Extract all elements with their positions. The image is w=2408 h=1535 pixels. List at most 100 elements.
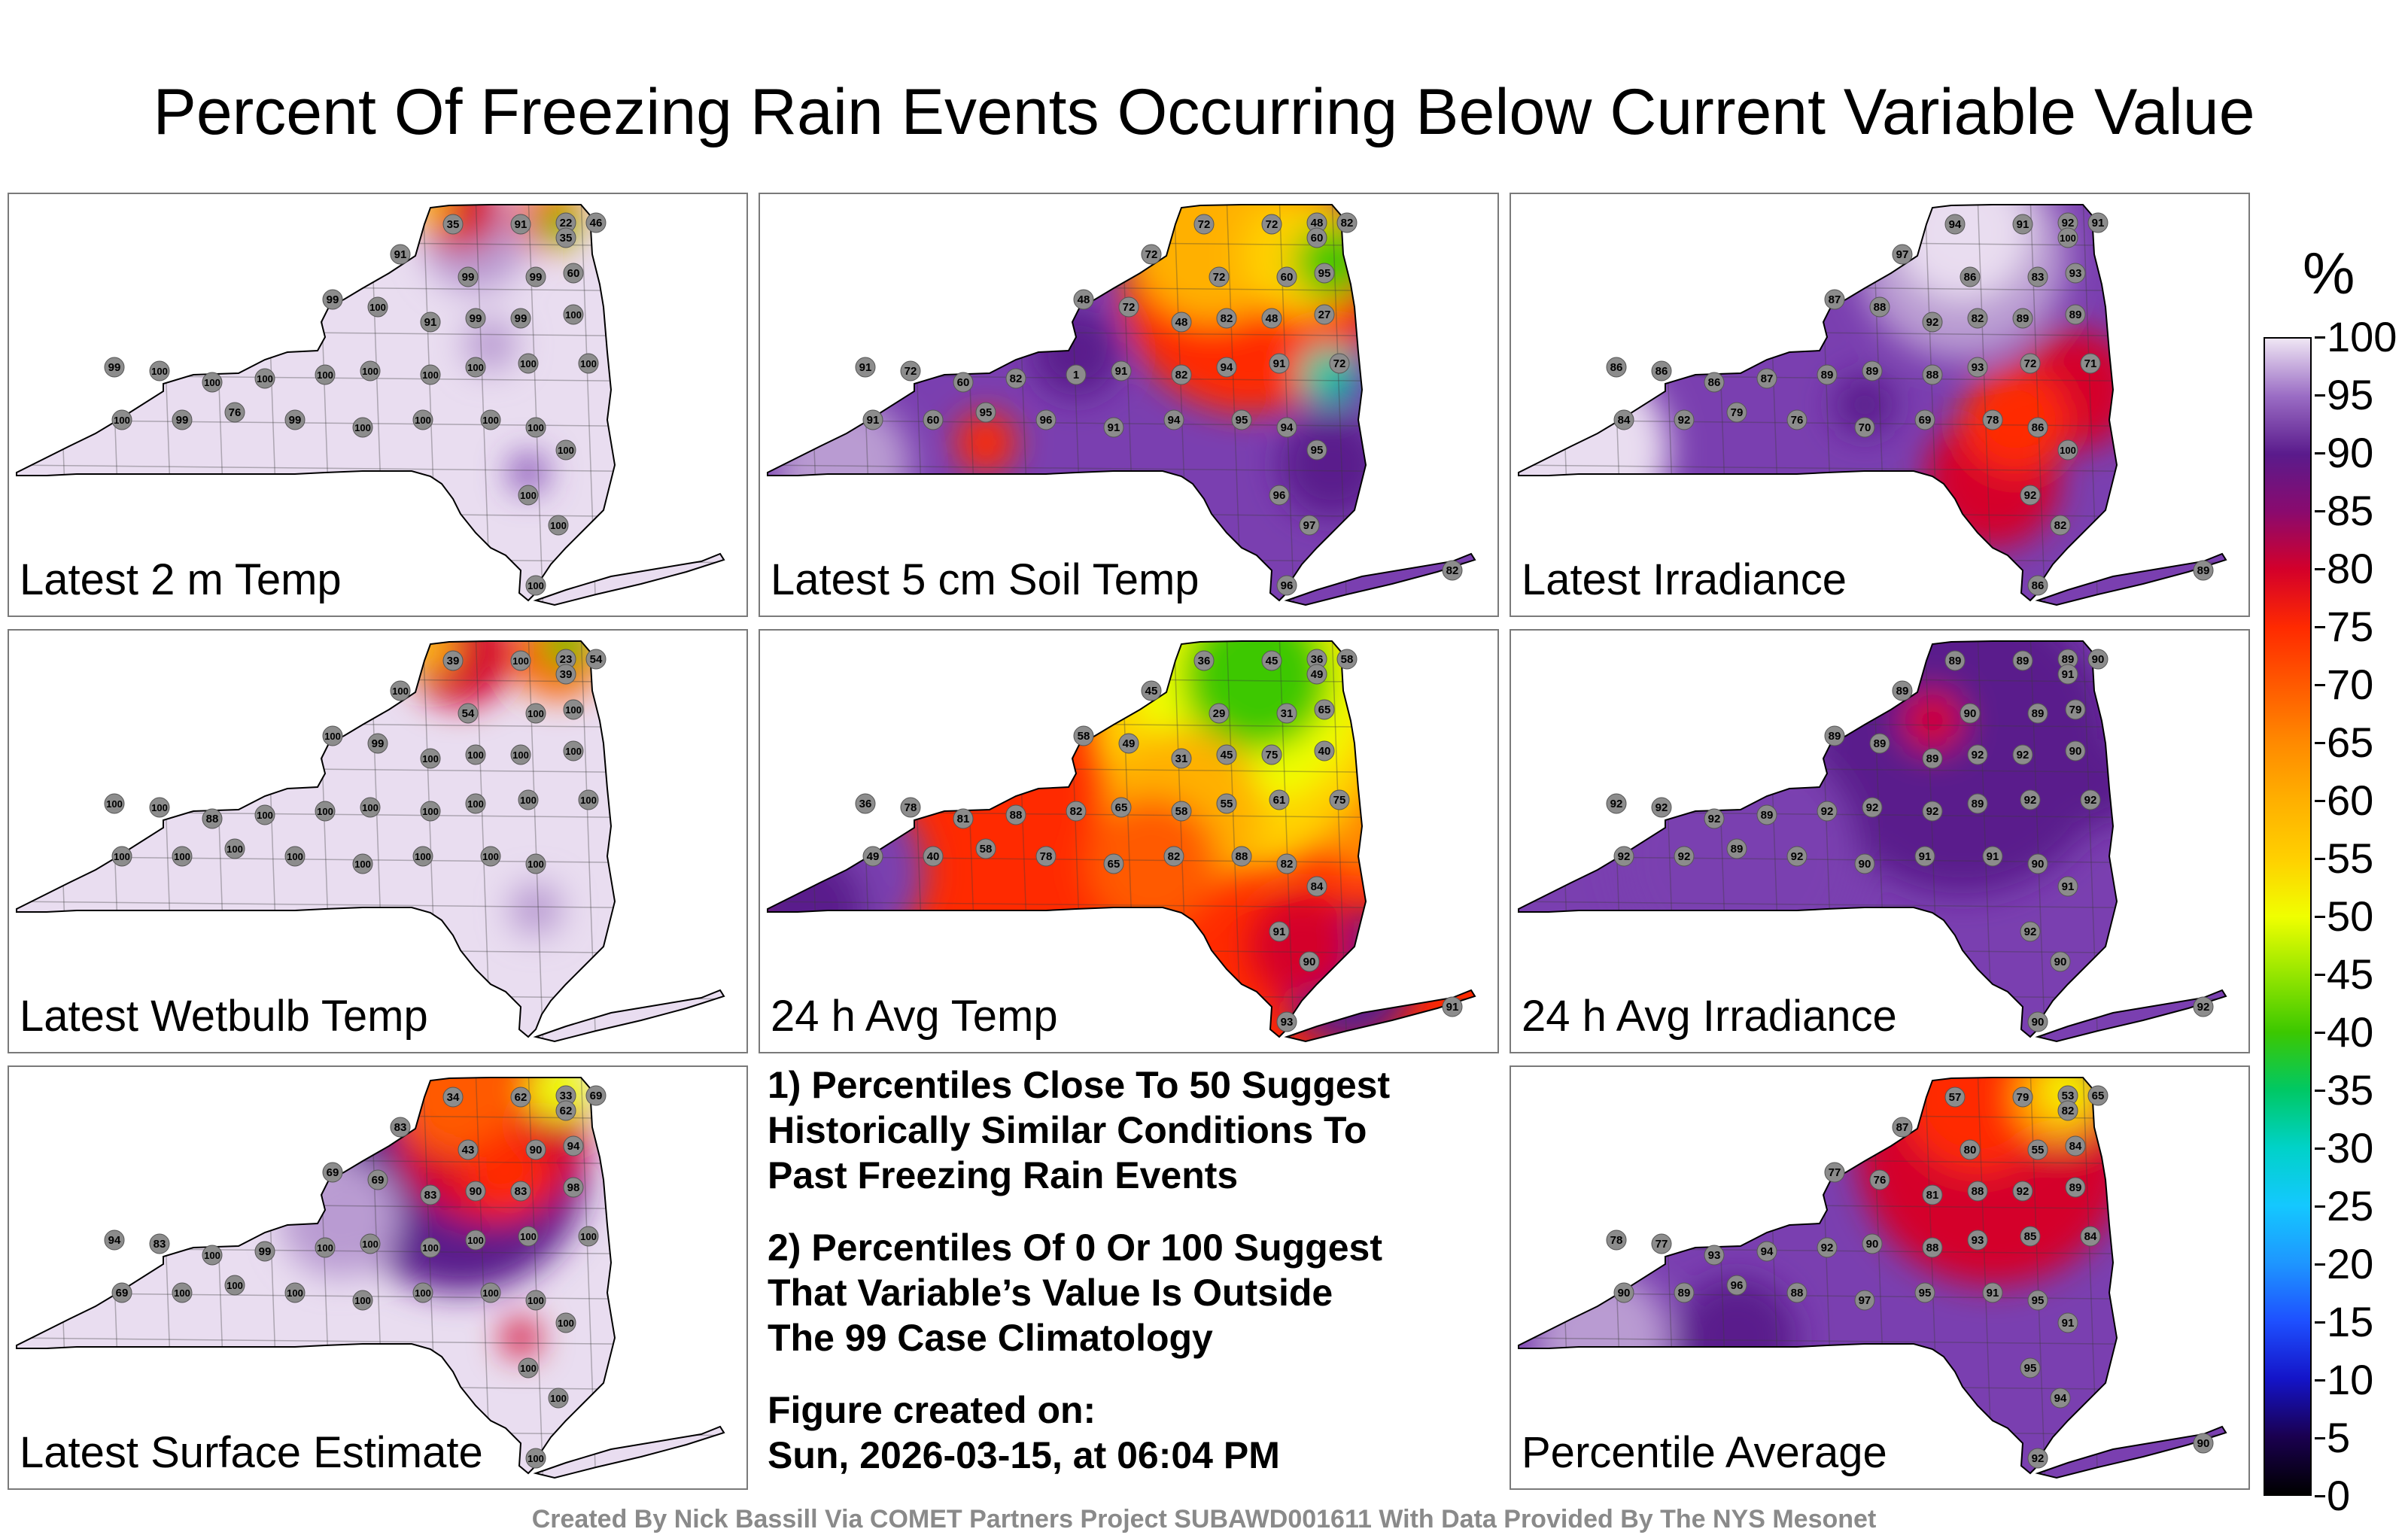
station-value: 75 <box>1333 794 1346 807</box>
station-value: 77 <box>1829 1166 1841 1179</box>
panel-label: Latest 2 m Temp <box>20 555 342 604</box>
station-value: 53 <box>2062 1090 2075 1102</box>
colorbar-tick-label: 65 <box>2327 719 2374 766</box>
station-marker <box>1967 1230 1988 1251</box>
panel-latest-irradiance: 94 91 92 91 100 97 86 83 93 87 88 92 82 89 89 86 86 86 87 8… <box>1510 193 2250 617</box>
station-value: 100 <box>362 802 379 813</box>
station-marker <box>1960 266 1981 287</box>
station-value: 86 <box>1708 376 1721 389</box>
station-value: 95 <box>1236 414 1248 427</box>
station-marker <box>1314 263 1335 284</box>
panel-map: 36 45 36 58 49 45 29 31 65 58 49 31 45 75 40 36 78 81 88 82… <box>767 640 1476 1043</box>
station-marker <box>510 650 531 671</box>
station-marker <box>1726 1275 1747 1296</box>
station-value: 49 <box>867 850 880 863</box>
station-marker <box>1066 801 1087 822</box>
station-value: 100 <box>114 851 130 862</box>
station-marker <box>510 1087 531 1108</box>
station-value: 100 <box>106 798 123 810</box>
station-marker <box>1276 575 1297 596</box>
station-marker <box>1118 296 1139 318</box>
station-value: 36 <box>1198 655 1211 667</box>
station-marker <box>420 312 441 333</box>
station-marker <box>2087 649 2109 670</box>
station-marker <box>1276 417 1297 438</box>
station-marker <box>1674 409 1695 430</box>
station-marker <box>525 575 546 596</box>
station-marker <box>510 308 531 329</box>
station-value: 58 <box>980 843 993 856</box>
colorbar-tick <box>2315 626 2325 628</box>
station-value: 100 <box>362 1239 379 1250</box>
station-marker <box>465 1230 486 1251</box>
station-value: 97 <box>1896 248 1909 261</box>
station-marker <box>1261 650 1282 671</box>
station-value: 94 <box>1949 218 1962 231</box>
station-marker <box>1141 244 1162 265</box>
colorbar-tick <box>2315 452 2325 454</box>
station-marker <box>2087 212 2109 233</box>
station-marker <box>1726 402 1747 423</box>
station-value: 40 <box>927 850 940 863</box>
station-marker <box>1336 212 1358 233</box>
station-marker <box>953 808 974 829</box>
station-value: 99 <box>515 312 528 325</box>
station-value: 100 <box>528 1453 544 1464</box>
station-value: 94 <box>567 1140 580 1153</box>
station-markers: 72 72 48 82 60 72 72 60 95 48 72 48 82 48 27 91 72 60 82 1 9… <box>855 212 1463 596</box>
state-outline <box>1518 204 2118 602</box>
station-value: 100 <box>151 802 168 813</box>
colorbar-tick <box>2315 684 2325 686</box>
station-value: 93 <box>2069 267 2082 280</box>
station-marker <box>1216 793 1237 814</box>
percentile-field <box>768 205 1475 605</box>
station-value: 48 <box>1078 293 1090 306</box>
station-value: 100 <box>528 708 544 719</box>
station-marker <box>578 1226 599 1247</box>
station-value: 91 <box>867 414 880 427</box>
station-marker <box>1922 1237 1943 1258</box>
station-value: 91 <box>1446 1001 1459 1014</box>
station-marker <box>518 1226 539 1247</box>
station-marker <box>104 793 125 814</box>
panel-label: Latest Surface Estimate <box>20 1428 483 1477</box>
station-marker <box>1944 650 1966 671</box>
colorbar-tick-label: 35 <box>2327 1066 2374 1114</box>
colorbar-tick-label: 45 <box>2327 950 2374 998</box>
field-blob <box>1249 894 1354 999</box>
station-value: 100 <box>520 358 537 369</box>
station-marker <box>2012 744 2033 765</box>
station-value: 83 <box>394 1121 407 1134</box>
station-value: 92 <box>2084 794 2097 807</box>
station-value: 70 <box>1859 421 1871 434</box>
station-value: 100 <box>528 1295 544 1306</box>
station-markers: 34 62 33 69 62 83 43 90 94 69 69 83 90 83 98 94 83 100 99 1… <box>104 1085 607 1469</box>
station-value: 100 <box>151 366 168 377</box>
colorbar-tick <box>2315 336 2325 339</box>
station-marker <box>1261 214 1282 235</box>
station-marker <box>1786 409 1808 430</box>
station-value: 92 <box>1866 801 1879 814</box>
station-value: 22 <box>560 217 573 229</box>
station-marker <box>1726 838 1747 859</box>
station-value: 100 <box>422 806 439 817</box>
percentile-field <box>17 1078 724 1478</box>
station-marker <box>1306 664 1327 685</box>
station-value: 91 <box>1273 926 1286 938</box>
station-marker <box>2057 876 2078 897</box>
station-value: 89 <box>2197 564 2210 577</box>
station-value: 89 <box>1829 730 1841 743</box>
station-marker <box>390 1117 411 1138</box>
station-value: 58 <box>1078 730 1090 743</box>
station-marker <box>2020 353 2041 374</box>
colorbar-tick-label: 30 <box>2327 1124 2374 1172</box>
station-value: 91 <box>1919 850 1932 863</box>
station-value: 48 <box>1311 217 1324 229</box>
station-markers: 94 91 92 91 100 97 86 83 93 87 88 92 82 89 89 86 86 86 87 8… <box>1606 212 2214 596</box>
station-value: 90 <box>1859 858 1871 871</box>
station-marker <box>2020 921 2041 942</box>
station-value: 100 <box>392 685 409 697</box>
station-value: 62 <box>560 1105 573 1117</box>
station-value: 91 <box>2017 218 2029 231</box>
station-marker <box>1442 996 1463 1017</box>
